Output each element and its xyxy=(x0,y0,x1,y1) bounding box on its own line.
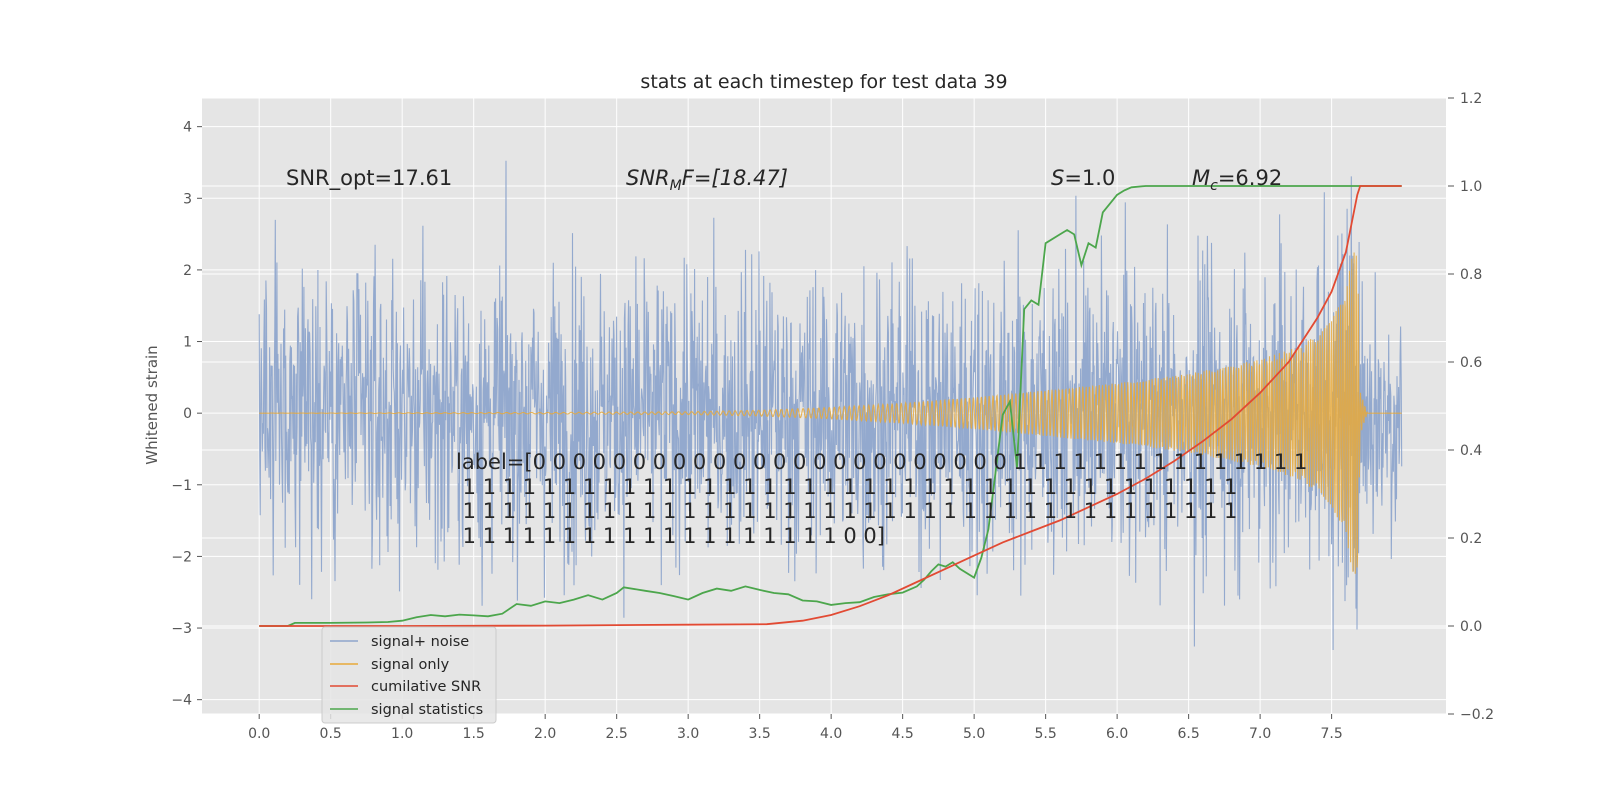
snr-mf-annotation: SNRMF=[18.47] xyxy=(626,166,788,194)
x-tick-label: 7.5 xyxy=(1320,726,1342,742)
x-tick-label: 5.5 xyxy=(1034,726,1056,742)
x-tick-label: 0.0 xyxy=(248,726,270,742)
signal-statistics-line xyxy=(259,185,1402,627)
x-tick-label: 6.0 xyxy=(1106,726,1128,742)
y-tick-label: −4 xyxy=(171,693,192,709)
label-annotation: label=[0 0 0 0 0 0 0 0 0 0 0 0 0 0 0 0 0… xyxy=(456,450,1307,548)
y2-tick-label: 1.0 xyxy=(1460,179,1482,195)
chart-title: stats at each timestep for test data 39 xyxy=(640,71,1007,93)
mc-value: =6.92 xyxy=(1218,166,1282,190)
x-axis-ticks: 0.0 0.5 1.0 1.5 2.0 2.5 3.0 3.5 4.0 4.5 5.0 5.5 6.0 6… xyxy=(248,714,1343,742)
y-tick-label: 4 xyxy=(183,120,192,136)
legend-label-cumulative-snr: cumilative SNR xyxy=(371,679,481,695)
x-tick-label: 7.0 xyxy=(1249,726,1271,742)
mc-annotation: Mc=6.92 xyxy=(1192,166,1282,194)
y2-axis-ticks: −0.2 0.0 0.2 0.4 0.6 0.8 1.0 1.2 xyxy=(1448,91,1494,723)
s-label: S xyxy=(1051,166,1064,190)
signal-noise-series xyxy=(258,160,1403,651)
y-axis-ticks: −4 −3 −2 −1 0 1 2 3 4 xyxy=(171,120,202,709)
line-series xyxy=(259,185,1402,627)
label-line-3: 1 1 1 1 1 1 1 1 1 1 1 1 1 1 1 1 1 1 1 1 … xyxy=(456,499,1237,523)
x-tick-label: 0.5 xyxy=(320,726,342,742)
y2-tick-label: 0.0 xyxy=(1460,619,1482,635)
signal-noise-line xyxy=(258,160,1403,651)
label-line-4: 1 1 1 1 1 1 1 1 1 1 1 1 1 1 1 1 1 1 1 0 … xyxy=(456,524,885,548)
legend-label-signal-noise: signal+ noise xyxy=(371,634,469,650)
x-tick-label: 5.0 xyxy=(963,726,985,742)
x-tick-label: 1.0 xyxy=(391,726,413,742)
y2-tick-label: 0.2 xyxy=(1460,531,1482,547)
mc-label: M xyxy=(1192,166,1210,190)
x-tick-label: 4.5 xyxy=(892,726,914,742)
label-line-1: label=[0 0 0 0 0 0 0 0 0 0 0 0 0 0 0 0 0… xyxy=(456,450,1307,474)
y-axis-label: Whitened strain xyxy=(143,345,161,464)
label-line-2: 1 1 1 1 1 1 1 1 1 1 1 1 1 1 1 1 1 1 1 1 … xyxy=(456,475,1237,499)
snr-mf-base: SNR xyxy=(626,166,670,190)
x-tick-label: 2.0 xyxy=(534,726,556,742)
mc-sub: c xyxy=(1210,178,1218,194)
s-value: =1.0 xyxy=(1064,166,1115,190)
snr-opt-annotation: SNR_opt=17.61 xyxy=(286,166,452,191)
y2-tick-label: 1.2 xyxy=(1460,91,1482,107)
y-tick-label: −2 xyxy=(171,549,192,565)
legend-label-signal-statistics: signal statistics xyxy=(371,702,483,718)
x-tick-label: 2.5 xyxy=(606,726,628,742)
x-tick-label: 1.5 xyxy=(463,726,485,742)
signal-only-line xyxy=(259,252,1402,574)
y-tick-label: 0 xyxy=(183,406,192,422)
y2-tick-label: 0.8 xyxy=(1460,267,1482,283)
cumulative-snr-line xyxy=(259,185,1402,627)
y-tick-label: 3 xyxy=(183,191,192,207)
y-tick-label: −3 xyxy=(171,621,192,637)
y2-tick-label: 0.6 xyxy=(1460,355,1482,371)
snr-mf-rest: F=[18.47] xyxy=(682,166,788,190)
y-tick-label: 2 xyxy=(183,263,192,279)
y2-tick-label: 0.4 xyxy=(1460,443,1482,459)
s-annotation: S=1.0 xyxy=(1051,166,1115,190)
y-tick-label: −1 xyxy=(171,478,192,494)
y2-tick-label: −0.2 xyxy=(1460,707,1494,723)
x-tick-label: 3.0 xyxy=(677,726,699,742)
signal-only-series xyxy=(259,252,1402,574)
legend: signal+ noise signal only cumilative SNR… xyxy=(321,626,497,724)
x-tick-label: 4.0 xyxy=(820,726,842,742)
y-tick-label: 1 xyxy=(183,335,192,351)
x-tick-label: 6.5 xyxy=(1177,726,1199,742)
legend-label-signal-only: signal only xyxy=(371,657,450,673)
snr-mf-sub: M xyxy=(670,178,682,194)
x-tick-label: 3.5 xyxy=(749,726,771,742)
legend-box xyxy=(321,626,497,724)
